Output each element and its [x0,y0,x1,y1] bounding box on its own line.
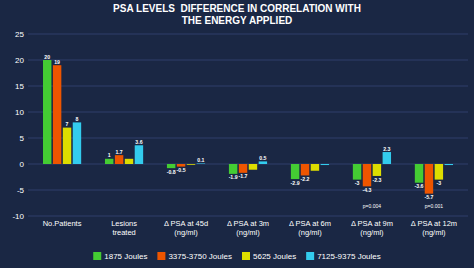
title: PSA LEVELS DIFFERENCE IN CORRELATION WIT… [113,3,361,26]
x-tick-label: Δ PSA at 6m(ng/ml) [289,219,331,237]
bar [73,122,81,164]
chart: PSA LEVELS DIFFERENCE IN CORRELATION WIT… [0,0,474,268]
bar [259,161,267,164]
legend-label: 3375-3750 Joules [168,252,232,261]
bar [43,60,51,164]
data-label: -3.6 [415,183,424,189]
data-label: 0.5 [259,155,266,161]
bar [187,164,195,166]
grid-line [28,60,468,61]
bar [301,164,309,175]
bar [363,164,371,186]
bar [291,164,299,179]
x-tick-label: Lesionstreated [111,219,137,237]
data-label: 0.1 [197,157,204,163]
grid-line [28,190,468,191]
title-line: THE ENERGY APPLIED [182,15,293,26]
legend-swatch [157,252,165,260]
legend-label: 5625 Joules [253,252,296,261]
x-tick-line: (ng/ml) [174,228,198,237]
grid-line [28,216,468,217]
legend-swatch [242,252,250,260]
bar [321,164,329,165]
legend-label: 7125-9375 Joules [317,252,381,261]
annotation: p=0.001 [425,203,443,209]
y-tick-label: 25 [15,30,24,39]
bar [383,152,391,164]
data-label: -4.3 [363,187,372,193]
bar [135,145,143,164]
bar [167,164,175,168]
y-tick-label: 5 [20,134,25,143]
bar [125,159,133,164]
data-label: -2.9 [291,180,300,186]
data-label: 1.7 [115,149,122,155]
grid-line [28,164,468,165]
title-line: PSA LEVELS DIFFERENCE IN CORRELATION WIT… [113,3,361,14]
bar [373,164,381,176]
bar [197,163,205,165]
legend: 1875 Joules 3375-3750 Joules 5625 Joules 71… [93,252,381,261]
x-tick-label: Δ PSA at 3m(ng/ml) [227,219,269,237]
data-label: 8 [76,116,79,122]
bar [249,164,257,170]
data-label: -1.9 [229,174,238,180]
data-label: 2.3 [383,146,390,152]
y-tick-label: -5 [17,186,25,195]
bar [353,164,361,180]
x-tick-label: Δ PSA at 12m(ng/ml) [411,219,457,237]
bar [445,164,453,165]
data-label: -3 [437,180,442,186]
bar [63,128,71,164]
data-label: -5.7 [424,194,433,200]
data-label: 19 [54,59,60,65]
annotation: p=0.004 [363,203,381,209]
y-tick-label: -10 [12,212,24,221]
bar [239,164,247,173]
bar [435,164,443,180]
bar [229,164,237,174]
data-label: 7 [66,121,69,127]
data-label: -0.8 [167,169,176,175]
x-tick-label: No.Patients [43,219,82,228]
legend-label: 1875 Joules [104,252,147,261]
bar [311,164,319,171]
grid [28,34,468,216]
x-tick-line: No.Patients [43,219,82,228]
legend-swatch [306,252,314,260]
data-label: 1 [108,152,111,158]
bars [43,60,453,194]
y-tick-label: 10 [15,108,24,117]
data-label: -2.3 [372,177,381,183]
data-label: 20 [44,54,50,60]
data-label: -0.5 [177,167,186,173]
x-tick-line: (ng/ml) [298,228,322,237]
x-tick-line: (ng/ml) [360,228,384,237]
data-label: -3 [355,180,360,186]
x-tick-line: (ng/ml) [236,228,260,237]
bar [415,164,423,183]
page: {"chart_data": { "type": "bar", "title":… [0,0,474,268]
bar [53,65,61,164]
data-label: -2.2 [301,176,310,182]
x-tick-line: (ng/ml) [422,228,446,237]
bar [105,159,113,164]
x-tick-label: Δ PSA at 9m(ng/ml) [351,219,393,237]
legend-swatch [93,252,101,260]
y-tick-label: 0 [20,160,25,169]
background [0,0,474,268]
y-tick-label: 20 [15,56,24,65]
grid-line [28,138,468,139]
y-tick-label: 15 [15,82,24,91]
grid-line [28,112,468,113]
grid-line [28,34,468,35]
grid-line [28,86,468,87]
bar [425,164,433,194]
data-label: 3.6 [135,139,142,145]
x-tick-line: treated [112,228,135,237]
bar [115,155,123,164]
x-tick-label: Δ PSA at 45d(ng/ml) [164,219,208,237]
data-label: -1.7 [239,173,248,179]
